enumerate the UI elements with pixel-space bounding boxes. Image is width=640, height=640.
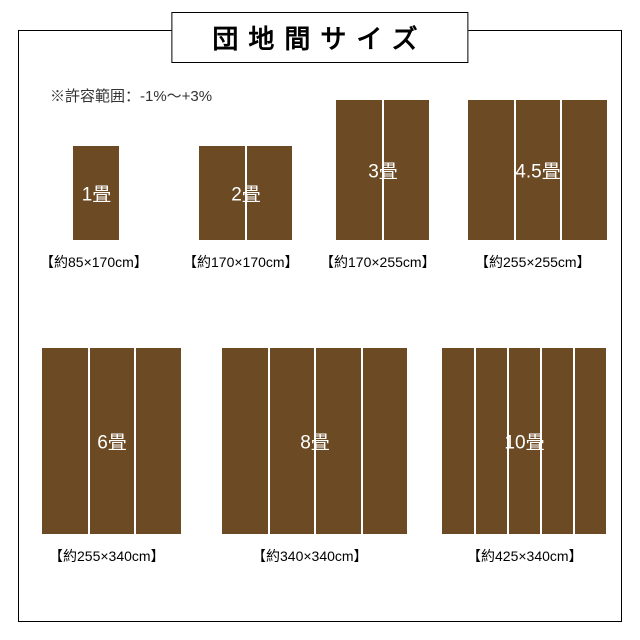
- mat-label: 8畳: [300, 428, 330, 455]
- tatami-panel: [475, 348, 508, 534]
- page-title: 団地間サイズ: [171, 12, 468, 63]
- mat-6畳: 6畳: [42, 348, 182, 534]
- mat-dimension: 【約340×340cm】: [252, 546, 368, 566]
- mat-label: 6畳: [97, 428, 127, 455]
- mat-3畳: 3畳: [336, 100, 430, 240]
- tatami-panel: [135, 348, 182, 534]
- mat-label: 4.5畳: [515, 157, 560, 184]
- tatami-panel: [362, 348, 409, 534]
- mat-2畳: 2畳: [199, 146, 293, 240]
- mat-label: 1畳: [82, 180, 112, 207]
- mat-dimension: 【約170×255cm】: [320, 252, 436, 272]
- mat-label: 2畳: [231, 180, 261, 207]
- tatami-panel: [42, 348, 89, 534]
- tolerance-note: ※許容範囲：-1%～+3%: [50, 85, 212, 106]
- mat-8畳: 8畳: [222, 348, 408, 534]
- tatami-panel: [541, 348, 574, 534]
- mat-label: 3畳: [368, 157, 398, 184]
- tatami-panel: [561, 100, 608, 240]
- mat-dimension: 【約170×170cm】: [183, 252, 299, 272]
- mat-10畳: 10畳: [442, 348, 607, 534]
- mat-label: 10畳: [504, 428, 544, 455]
- tatami-panel: [574, 348, 607, 534]
- tatami-panel: [222, 348, 269, 534]
- tatami-panel: [468, 100, 515, 240]
- tatami-panel: [442, 348, 475, 534]
- mat-4.5畳: 4.5畳: [468, 100, 608, 240]
- mat-dimension: 【約255×255cm】: [475, 252, 591, 272]
- mat-dimension: 【約85×170cm】: [40, 252, 148, 272]
- mat-1畳: 1畳: [73, 146, 120, 240]
- mat-dimension: 【約255×340cm】: [49, 546, 165, 566]
- mat-dimension: 【約425×340cm】: [467, 546, 583, 566]
